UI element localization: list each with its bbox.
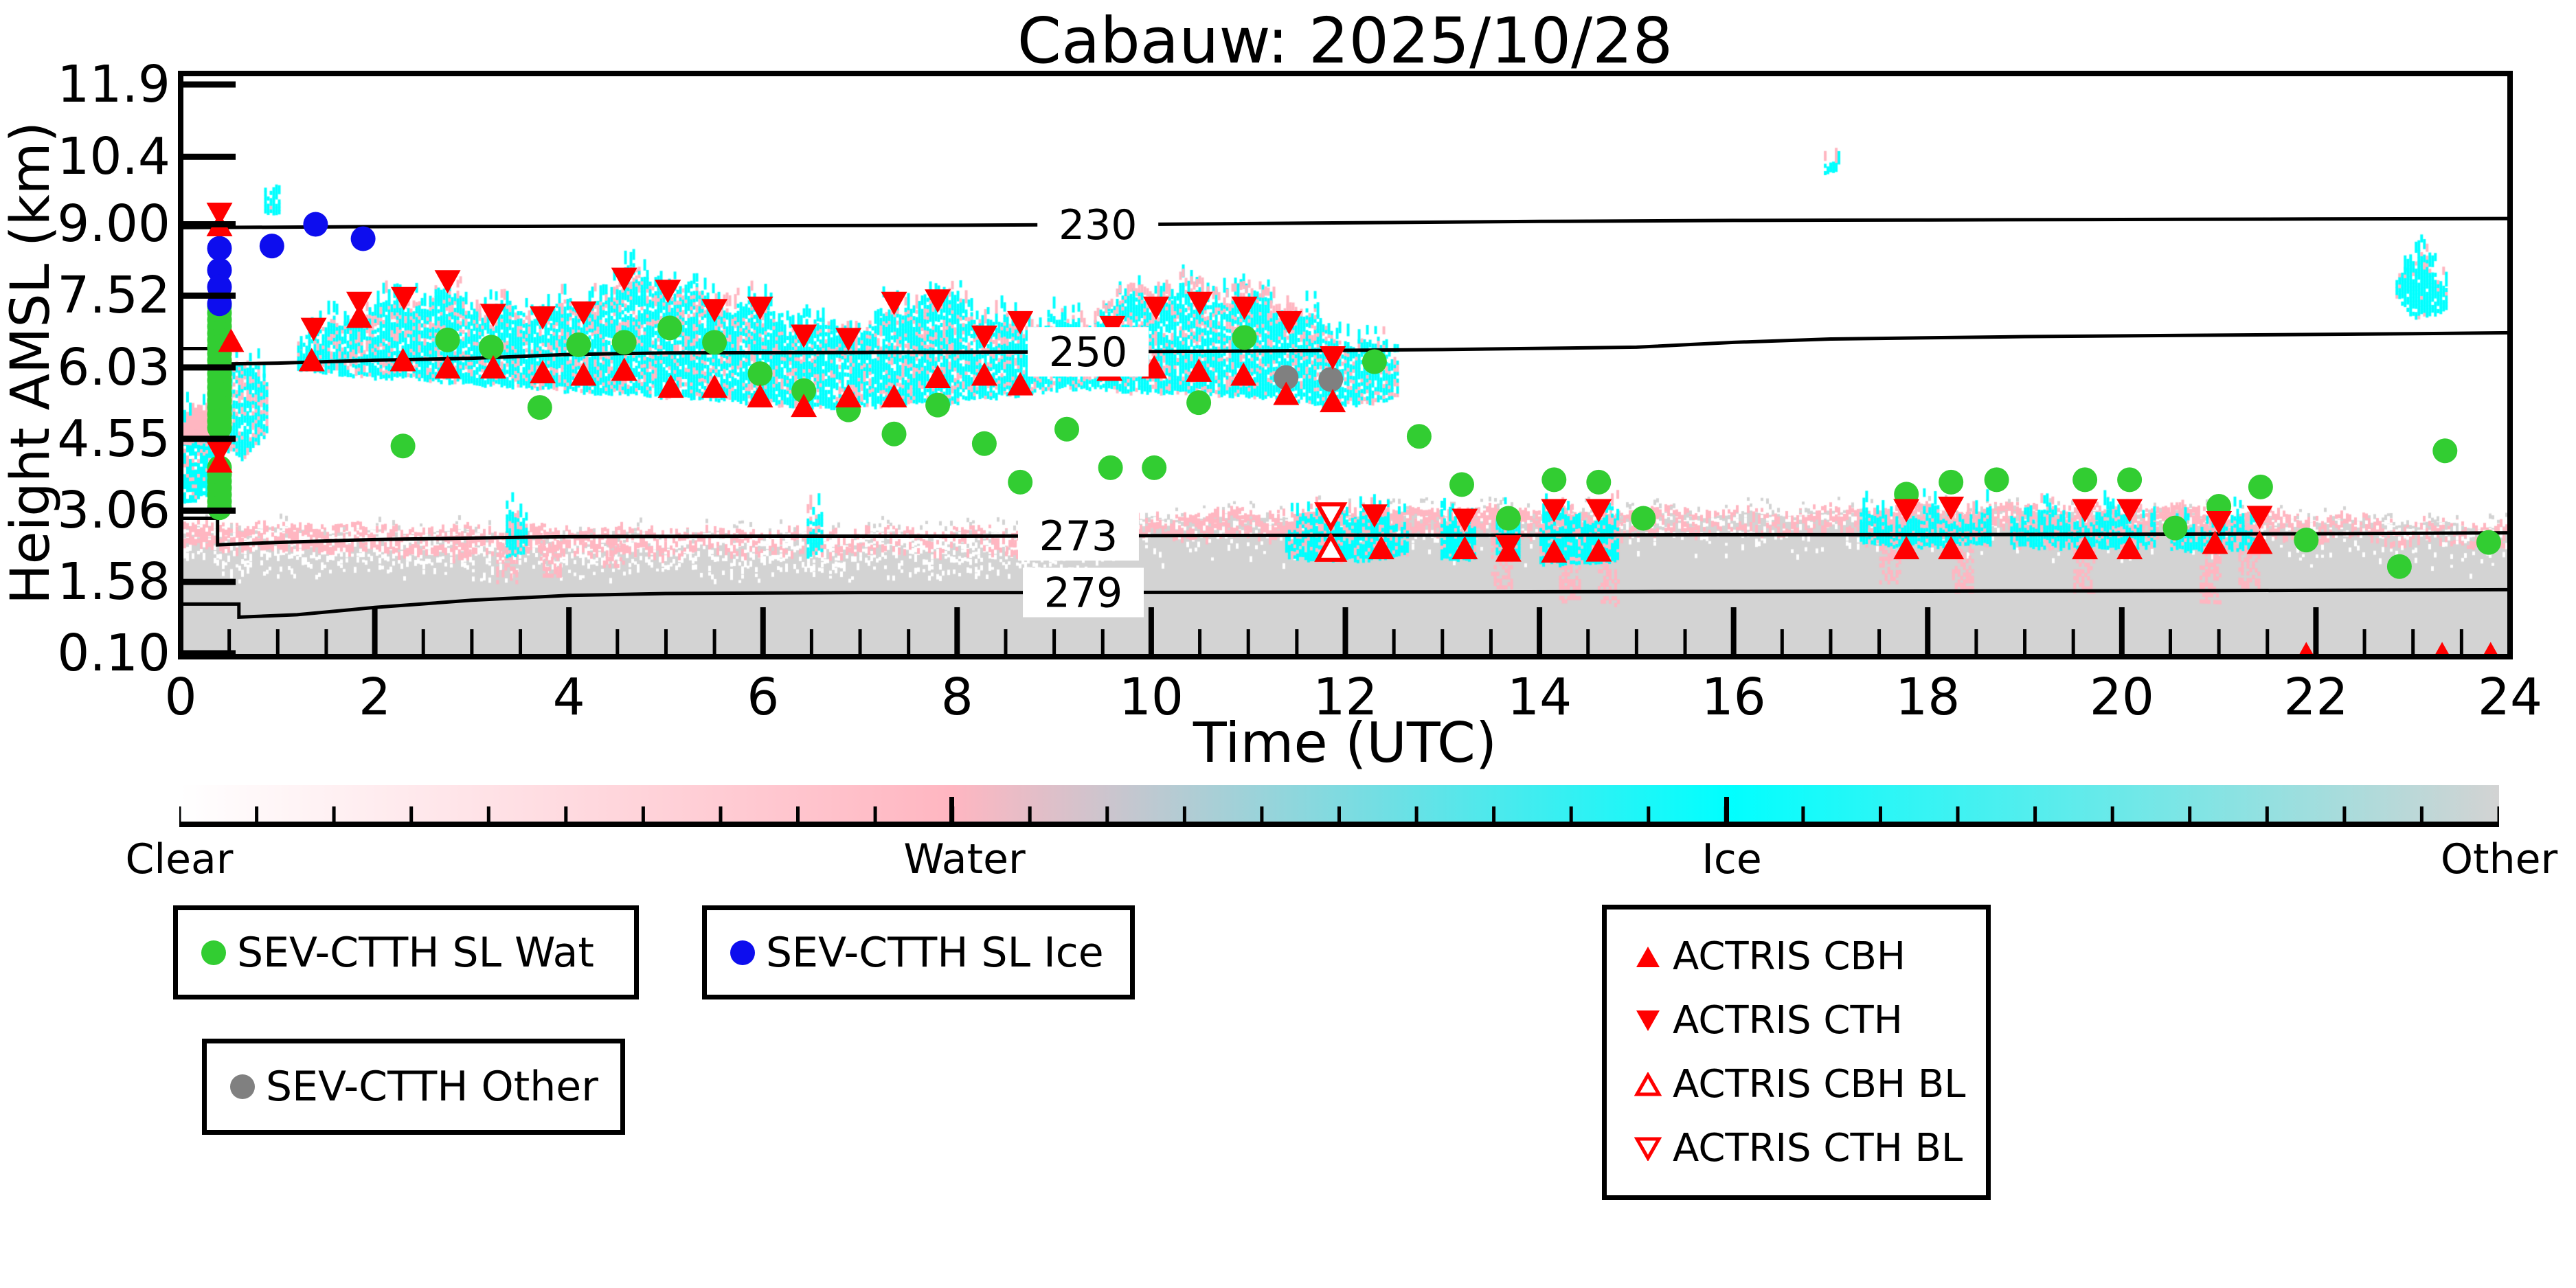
colorbar-axis-line [179,822,2499,827]
x-tick-24: 24 [2477,668,2543,727]
x-tick-8: 8 [940,668,973,727]
legend-sev-ice: SEV-CTTH SL Ice [702,905,1135,999]
axis-ticks [178,81,2513,657]
y-tick-1.58: 1.58 [57,552,170,612]
x-tick-6: 6 [747,668,780,727]
legend-actris-cbh-bl-label: ACTRIS CBH BL [1673,1062,1966,1107]
svg-text:250: 250 [1049,328,1128,376]
x-axis-label: Time (UTC) [1193,711,1498,775]
contour-labels: 230 250 273 279 [1017,199,1159,618]
svg-text:230: 230 [1059,201,1138,249]
red-open-triangle-down-icon [1634,1137,1662,1161]
colorbar-label-clear: Clear [125,835,234,883]
legend-actris-cbh: ACTRIS CBH [1634,934,1986,979]
colorbar-label-other: Other [2440,835,2558,883]
x-tick-0: 0 [164,668,197,727]
plot-frame [178,71,2513,659]
actris_cbh_bl-points [1314,532,1348,562]
svg-text:279: 279 [1044,569,1123,618]
legend-sev-other: SEV-CTTH Other [202,1039,625,1135]
red-triangle-up-icon [1636,946,1660,967]
green-circle-icon [201,940,226,965]
red-open-triangle-up-icon [1634,1072,1662,1096]
actris_cth-points [206,202,2273,559]
x-tick-18: 18 [1895,668,1961,727]
x-tick-2: 2 [359,668,392,727]
x-tick-22: 22 [2283,668,2349,727]
legend-sev-ice-label: SEV-CTTH SL Ice [766,928,1104,977]
actris_cth_bl-points [1314,502,1348,532]
legend-sev-other-label: SEV-CTTH Other [266,1063,598,1111]
legend-actris: ACTRIS CBH ACTRIS CTH ACTRIS CBH BL ACTR… [1602,905,1991,1200]
legend-actris-cbh-label: ACTRIS CBH [1673,934,1906,979]
x-tick-16: 16 [1701,668,1766,727]
legend-actris-cth: ACTRIS CTH [1634,998,1986,1043]
x-tick-10: 10 [1118,668,1184,727]
legend-actris-cth-bl-label: ACTRIS CTH BL [1673,1126,1963,1171]
y-tick-7.52: 7.52 [57,266,170,326]
legend-actris-cth-bl: ACTRIS CTH BL [1634,1126,1986,1171]
y-tick-9.00: 9.00 [57,194,170,254]
y-tick-0.10: 0.10 [57,624,170,683]
svg-text:273: 273 [1039,512,1118,561]
colorbar-label-water: Water [903,835,1026,883]
temperature-contours [181,216,2510,620]
y-tick-11.9: 11.9 [57,55,170,114]
y-tick-6.03: 6.03 [57,337,170,397]
x-tick-14: 14 [1506,668,1572,727]
y-tick-3.06: 3.06 [57,481,170,541]
legend-sev-wat: SEV-CTTH SL Wat [173,905,639,999]
y-tick-10.4: 10.4 [57,127,170,187]
colorbar-ticks [179,797,2499,822]
plot-interior [181,202,2510,657]
x-tick-20: 20 [2089,668,2154,727]
blue-circle-icon [730,940,755,965]
gray-circle-icon [230,1074,255,1099]
y-tick-4.55: 4.55 [57,409,170,468]
colorbar-label-ice: Ice [1702,835,1762,883]
x-tick-4: 4 [552,668,585,727]
sev_other-points [1274,365,1344,392]
chart-title: Cabauw: 2025/10/28 [1017,4,1673,78]
legend-actris-cbh-bl: ACTRIS CBH BL [1634,1062,1986,1107]
red-triangle-down-icon [1636,1010,1660,1031]
x-tick-12: 12 [1313,668,1378,727]
legend-actris-cth-label: ACTRIS CTH [1673,998,1903,1043]
legend-sev-wat-label: SEV-CTTH SL Wat [237,928,594,977]
